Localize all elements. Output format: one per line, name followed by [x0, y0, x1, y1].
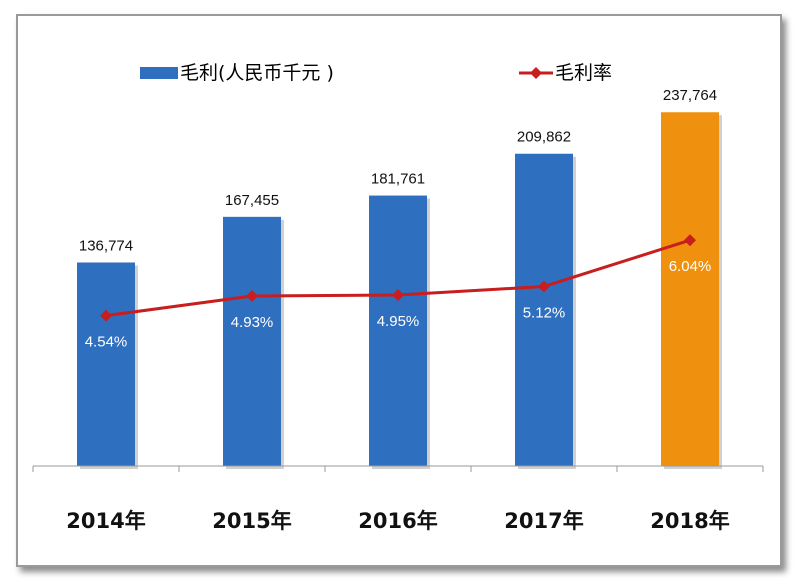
margin-value-label: 4.95% [377, 313, 420, 330]
bar-value-label: 237,764 [663, 87, 717, 104]
margin-value-label: 6.04% [669, 258, 712, 275]
bar [661, 112, 719, 467]
bar [369, 195, 427, 466]
bar-value-label: 136,774 [79, 237, 133, 254]
margin-value-label: 4.93% [231, 314, 274, 331]
margin-value-label: 5.12% [523, 304, 566, 321]
margin-value-label: 4.54% [85, 334, 128, 351]
bar-value-label: 209,862 [517, 129, 571, 146]
x-tick-label: 2015年 [212, 509, 291, 533]
legend-label-gross-profit: 毛利(人民币千元 ) [180, 62, 334, 84]
plot-area: 136,774 2014年 167,455 2015年 181,761 2016年 209,… [32, 87, 764, 533]
x-tick-label: 2014年 [66, 509, 145, 533]
margin-marker [100, 309, 112, 322]
margin-marker [684, 234, 696, 247]
x-tick-label: 2016年 [358, 509, 437, 533]
margin-marker [246, 290, 258, 303]
bar-value-label: 181,761 [371, 171, 425, 188]
legend: 毛利(人民币千元 ) 毛利率 [140, 62, 612, 84]
x-tick-label: 2017年 [504, 509, 583, 533]
margin-marker [392, 289, 404, 302]
bar [223, 216, 281, 466]
margin-marker [538, 280, 550, 293]
legend-label-gross-margin: 毛利率 [555, 62, 612, 84]
bar-value-label: 167,455 [225, 192, 279, 209]
x-tick-label: 2018年 [650, 509, 729, 533]
bar [77, 262, 135, 466]
legend-swatch-gross-profit [140, 67, 178, 79]
legend-marker-gross-margin [530, 67, 542, 79]
bar [515, 153, 573, 466]
